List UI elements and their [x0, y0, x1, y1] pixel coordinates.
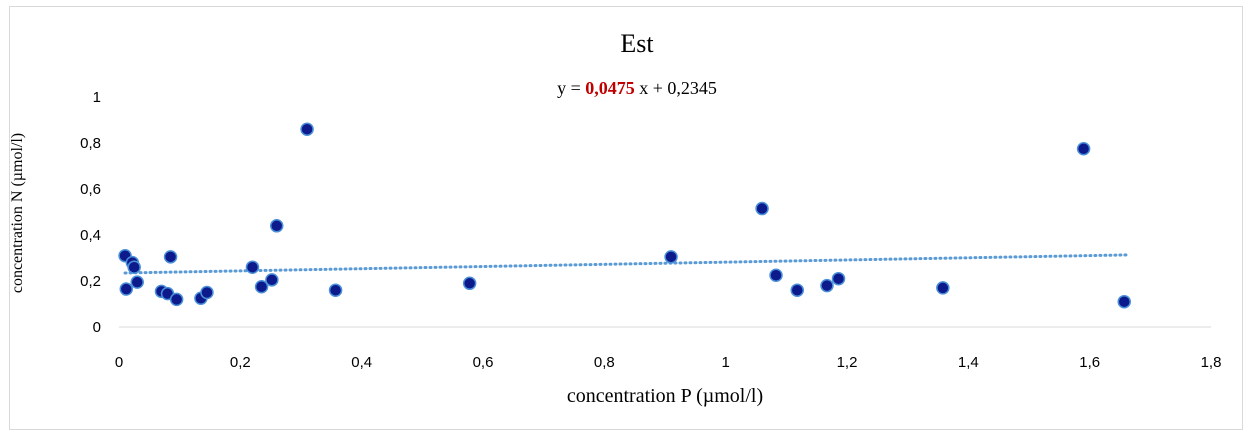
x-tick-label: 1: [721, 354, 729, 371]
equation-prefix: y =: [557, 78, 585, 98]
data-point: [462, 276, 477, 291]
data-point: [664, 250, 678, 264]
data-point: [1117, 294, 1131, 309]
y-tick-label: 0,8: [80, 135, 101, 152]
data-point: [820, 278, 834, 293]
data-point: [936, 281, 950, 295]
equation-suffix: x + 0,2345: [635, 78, 717, 98]
x-axis-label: concentration P (µmol/l): [567, 385, 763, 407]
x-tick-labels: 0 0,2 0,4 0,6 0,8 1 1,2 1,4 1,6 1,8: [115, 354, 1222, 371]
data-point: [119, 282, 134, 296]
data-point: [265, 273, 279, 287]
x-tick-label: 0,6: [473, 354, 494, 371]
data-point: [269, 219, 284, 233]
trendline: [123, 253, 1128, 275]
data-point: [245, 260, 260, 274]
y-axis-label: concentration N (µmol/l): [9, 133, 26, 293]
x-tick-label: 0: [115, 354, 123, 371]
y-tick-label: 0,6: [80, 181, 101, 198]
data-point: [300, 122, 314, 136]
y-tick-label: 0,2: [80, 273, 101, 290]
data-point: [254, 280, 269, 294]
trendline-equation: y = 0,0475 x + 0,2345: [557, 78, 717, 98]
x-tick-label: 1,8: [1201, 354, 1222, 371]
x-tick-label: 1,6: [1079, 354, 1100, 371]
x-tick-label: 0,4: [351, 354, 372, 371]
y-tick-label: 0,4: [80, 227, 101, 244]
data-point: [127, 260, 141, 274]
data-point: [163, 250, 178, 264]
data-point: [1076, 142, 1091, 156]
x-tick-label: 0,2: [230, 354, 251, 371]
y-tick-labels: 0 0,2 0,4 0,6 0,8 1: [80, 89, 101, 336]
data-point: [755, 201, 769, 216]
data-point: [328, 283, 343, 297]
equation-slope: 0,0475: [585, 78, 635, 98]
chart-title: Est: [620, 29, 654, 58]
data-point: [769, 268, 783, 282]
data-point: [130, 275, 144, 289]
trendline-group: [123, 253, 1128, 275]
y-tick-label: 1: [93, 89, 101, 106]
x-tick-label: 1,4: [958, 354, 979, 371]
data-point: [169, 292, 184, 307]
x-tick-label: 1,2: [837, 354, 858, 371]
chart-area: [9, 6, 1243, 430]
data-point: [790, 283, 805, 297]
data-point: [200, 285, 214, 300]
y-tick-label: 0: [93, 319, 101, 336]
data-points: [118, 122, 1131, 309]
data-point: [831, 271, 846, 286]
x-tick-label: 0,8: [594, 354, 615, 371]
